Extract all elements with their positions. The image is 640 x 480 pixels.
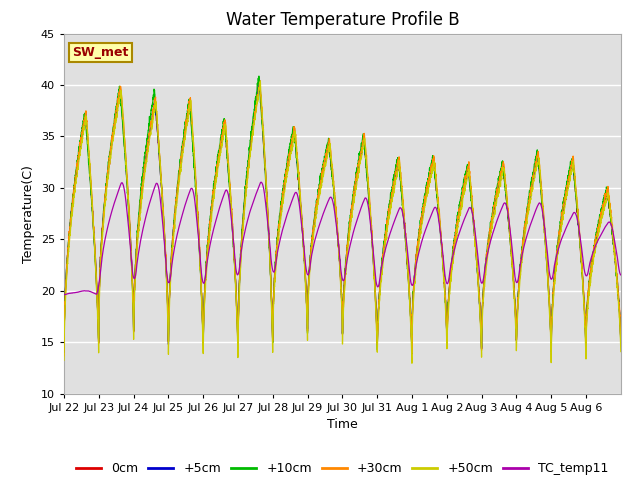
Title: Water Temperature Profile B: Water Temperature Profile B [225, 11, 460, 29]
Text: SW_met: SW_met [72, 46, 129, 59]
Legend: 0cm, +5cm, +10cm, +30cm, +50cm, TC_temp11: 0cm, +5cm, +10cm, +30cm, +50cm, TC_temp1… [71, 457, 614, 480]
Y-axis label: Temperature(C): Temperature(C) [22, 165, 35, 263]
X-axis label: Time: Time [327, 418, 358, 431]
